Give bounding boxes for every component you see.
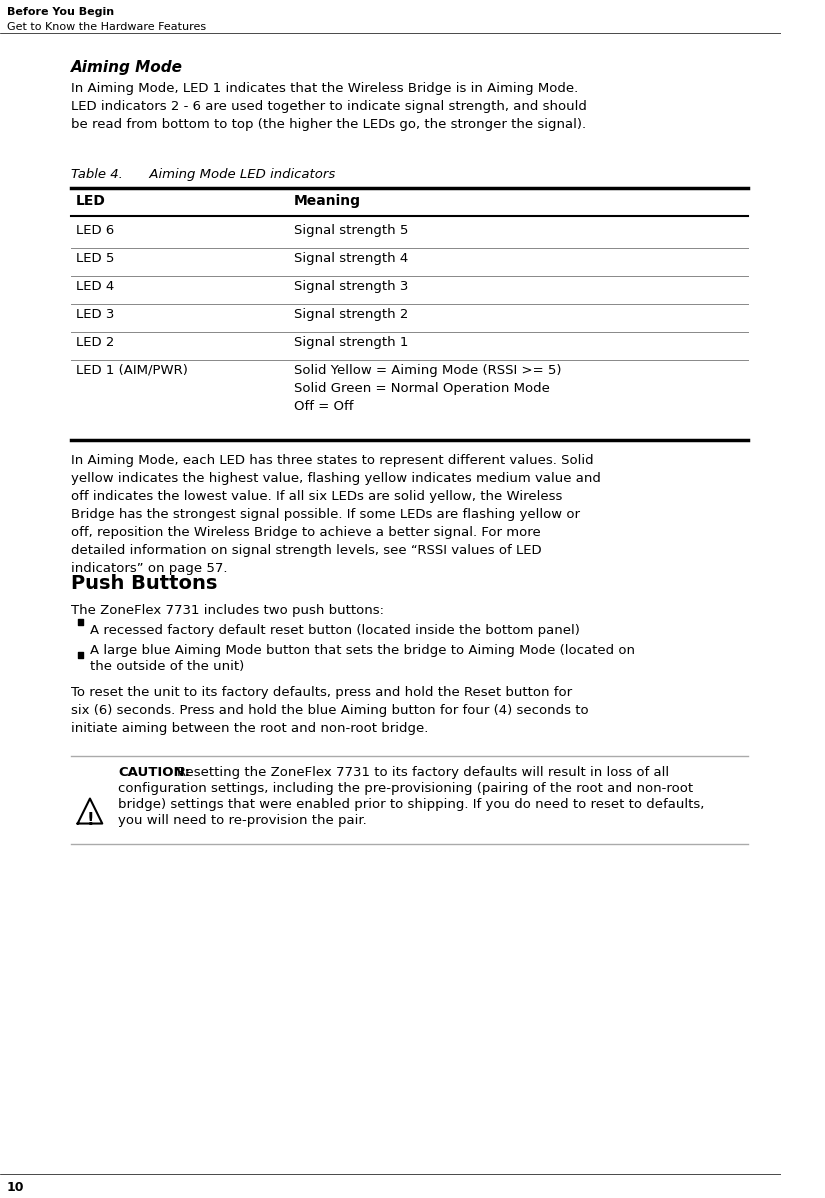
Text: the outside of the unit): the outside of the unit)	[90, 660, 244, 672]
Text: Push Buttons: Push Buttons	[71, 574, 217, 593]
Text: you will need to re-provision the pair.: you will need to re-provision the pair.	[118, 813, 367, 827]
Text: Solid Yellow = Aiming Mode (RSSI >= 5): Solid Yellow = Aiming Mode (RSSI >= 5)	[294, 364, 561, 377]
Text: Table 4.  Aiming Mode LED indicators: Table 4. Aiming Mode LED indicators	[71, 168, 335, 181]
Text: configuration settings, including the pre-provisioning (pairing of the root and : configuration settings, including the pr…	[118, 781, 694, 794]
Text: LED: LED	[76, 194, 106, 208]
Text: Get to Know the Hardware Features: Get to Know the Hardware Features	[7, 22, 205, 32]
Text: Signal strength 2: Signal strength 2	[294, 308, 408, 321]
Text: Aiming Mode: Aiming Mode	[71, 60, 183, 75]
Text: Meaning: Meaning	[294, 194, 361, 208]
Text: bridge) settings that were enabled prior to shipping. If you do need to reset to: bridge) settings that were enabled prior…	[118, 798, 705, 811]
Text: Signal strength 5: Signal strength 5	[294, 224, 408, 237]
Text: Resetting the ZoneFlex 7731 to its factory defaults will result in loss of all: Resetting the ZoneFlex 7731 to its facto…	[177, 766, 669, 779]
Text: LED 4: LED 4	[76, 280, 114, 292]
Text: Solid Green = Normal Operation Mode: Solid Green = Normal Operation Mode	[294, 382, 549, 395]
Text: Signal strength 3: Signal strength 3	[294, 280, 408, 292]
Text: LED 3: LED 3	[76, 308, 114, 321]
Text: LED 6: LED 6	[76, 224, 114, 237]
Text: In Aiming Mode, each LED has three states to represent different values. Solid
y: In Aiming Mode, each LED has three state…	[71, 454, 601, 575]
Text: The ZoneFlex 7731 includes two push buttons:: The ZoneFlex 7731 includes two push butt…	[71, 604, 384, 617]
Text: !: !	[86, 811, 94, 829]
Text: In Aiming Mode, LED 1 indicates that the Wireless Bridge is in Aiming Mode.
LED : In Aiming Mode, LED 1 indicates that the…	[71, 81, 587, 131]
Text: 10: 10	[7, 1181, 24, 1194]
Text: A recessed factory default reset button (located inside the bottom panel): A recessed factory default reset button …	[90, 624, 580, 636]
Text: Signal strength 1: Signal strength 1	[294, 335, 408, 349]
Text: Signal strength 4: Signal strength 4	[294, 252, 408, 265]
Text: A large blue Aiming Mode button that sets the bridge to Aiming Mode (located on: A large blue Aiming Mode button that set…	[90, 643, 635, 657]
Text: LED 2: LED 2	[76, 335, 114, 349]
Text: Before You Begin: Before You Begin	[7, 7, 114, 17]
Text: To reset the unit to its factory defaults, press and hold the Reset button for
s: To reset the unit to its factory default…	[71, 685, 588, 734]
Text: CAUTION:: CAUTION:	[118, 766, 191, 779]
Text: LED 1 (AIM/PWR): LED 1 (AIM/PWR)	[76, 364, 187, 377]
Text: Off = Off: Off = Off	[294, 400, 353, 413]
Text: LED 5: LED 5	[76, 252, 114, 265]
